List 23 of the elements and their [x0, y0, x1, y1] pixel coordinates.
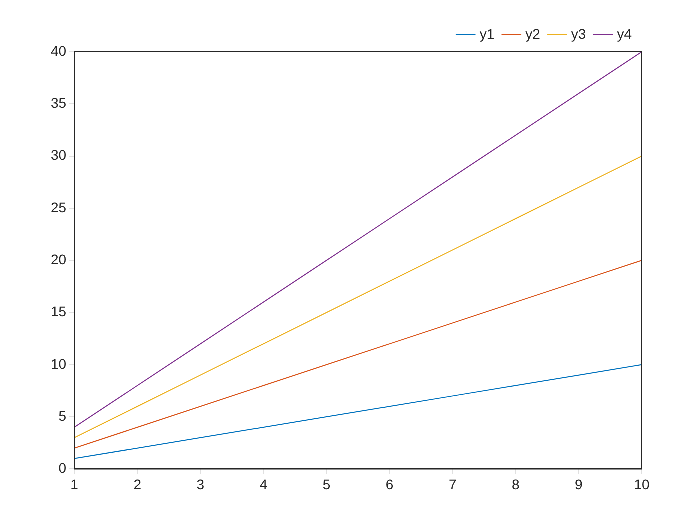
- y-tick-label: 40: [50, 42, 67, 59]
- x-tick-label: 6: [386, 476, 394, 492]
- y-tick-label: 35: [50, 95, 67, 112]
- x-tick-label: 8: [512, 476, 520, 492]
- x-tick-label: 7: [448, 476, 457, 492]
- y-tick-label: 20: [50, 251, 67, 268]
- legend-label: y3: [571, 26, 586, 42]
- x-tick-label: 10: [634, 476, 650, 492]
- x-tick-label: 2: [134, 476, 142, 492]
- y-tick-label: 30: [50, 147, 67, 164]
- y-tick-label: 0: [58, 460, 67, 476]
- legend-label: y4: [617, 26, 632, 42]
- legend-label: y2: [526, 26, 541, 42]
- x-tick-label: 1: [70, 476, 79, 492]
- x-tick-label: 4: [260, 476, 268, 492]
- legend-label: y1: [480, 26, 495, 42]
- x-tick-label: 3: [196, 476, 205, 492]
- y-tick-label: 10: [50, 356, 67, 372]
- y-tick-label: 15: [50, 304, 67, 320]
- x-tick-label: 5: [322, 476, 331, 492]
- x-tick-label: 9: [575, 476, 584, 492]
- y-tick-label: 5: [58, 408, 67, 424]
- y-tick-label: 25: [50, 199, 67, 216]
